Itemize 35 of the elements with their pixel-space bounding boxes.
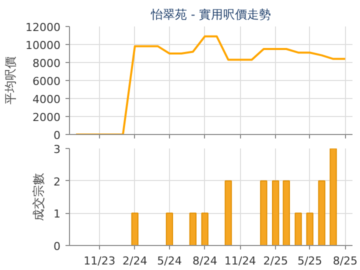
y-axis-title: 平均呎價 <box>4 56 18 104</box>
y-tick-label: 4000 <box>32 93 61 106</box>
x-tick-label: 5/24 <box>157 254 182 268</box>
bar <box>294 212 302 246</box>
bar <box>306 212 314 246</box>
x-tick-label: 2/25 <box>263 254 288 268</box>
x-tick-label: 8/25 <box>332 254 358 268</box>
y-tick-label: 2 <box>54 175 60 188</box>
bar <box>224 180 232 246</box>
x-tick-label: 5/25 <box>297 254 322 268</box>
x-tick-label: 11/23 <box>84 254 116 268</box>
bar <box>282 180 290 246</box>
y-tick-label: 0 <box>54 240 60 253</box>
bar <box>201 212 208 246</box>
y-tick-label: 2000 <box>32 111 61 124</box>
y-axis-title: 成交宗數 <box>32 173 46 221</box>
y-tick-label: 10000 <box>26 39 61 52</box>
bar <box>272 180 280 246</box>
y-tick-label: 6000 <box>32 75 61 88</box>
x-tick-label: 11/24 <box>224 254 256 268</box>
bar <box>330 148 337 246</box>
y-tick-label: 1 <box>54 208 60 221</box>
y-tick-label: 8000 <box>32 57 61 70</box>
bar <box>131 212 138 246</box>
x-tick-label: 2/24 <box>122 254 148 268</box>
chart-title: 怡翠苑 - 實用呎價走勢 <box>150 8 271 22</box>
y-tick-label: 3 <box>54 143 60 156</box>
bar <box>189 212 197 246</box>
bar <box>318 180 326 246</box>
y-tick-label: 0 <box>54 129 60 142</box>
y-tick-label: 12000 <box>26 21 61 34</box>
line-series <box>75 35 346 134</box>
bar <box>260 180 268 246</box>
x-tick-label: 8/24 <box>192 254 218 268</box>
bar <box>166 212 174 246</box>
